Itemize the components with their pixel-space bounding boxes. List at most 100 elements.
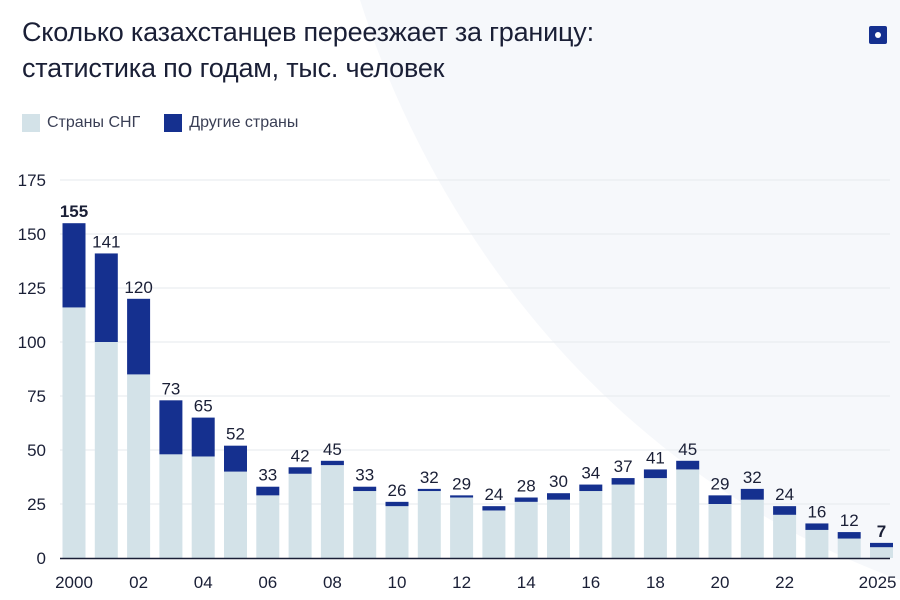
data-label-total: 141 [92,232,120,251]
data-label-total: 41 [646,448,665,467]
brand-logo-icon [869,26,887,44]
bar-cis [62,307,86,558]
bar-other [320,460,344,466]
bar-other [417,488,441,492]
legend-item-other: Другие страны [164,114,298,132]
x-tick-label: 06 [258,573,277,592]
bar-cis [482,510,506,558]
data-label-total: 73 [161,379,180,398]
x-tick-label: 2025 [859,573,897,592]
data-label-total: 34 [581,464,600,483]
bar-cis [385,506,409,558]
bar-other [514,497,538,502]
data-label-total: 52 [226,425,245,444]
x-tick-label: 04 [194,573,213,592]
bar-other [94,253,118,342]
x-tick-label: 22 [775,573,794,592]
legend-item-cis: Страны СНГ [22,114,140,132]
bar-cis [805,529,829,558]
bar-other [547,493,570,500]
bar-other [773,506,797,515]
x-tick-label: 2000 [55,573,93,592]
bar-cis [708,504,732,558]
legend-label-cis: Страны СНГ [47,114,141,131]
x-tick-label: 12 [452,573,471,592]
bar-cis [320,465,344,558]
data-label-total: 29 [452,474,471,493]
x-tick-label: 10 [388,573,407,592]
data-label-total: 24 [775,485,794,504]
bar-other [708,495,732,504]
data-label-total: 33 [258,466,277,485]
data-label-total: 45 [678,440,697,459]
x-tick-label: 16 [581,573,600,592]
legend-swatch-other [164,114,183,132]
legend-label-other: Другие страны [189,114,299,131]
data-label-total: 155 [60,202,88,221]
data-label-total: 42 [291,446,310,465]
bar-cis [643,478,667,558]
data-label-total: 32 [743,468,762,487]
data-label-total: 120 [124,278,152,297]
bar-other [643,469,667,479]
bar-other [224,445,247,472]
bar-other [676,460,700,470]
bar-cis [353,491,377,558]
bar-other [805,523,829,530]
x-tick-label: 08 [323,573,342,592]
bar-cis [256,495,280,558]
y-tick-label: 0 [37,549,46,568]
title-line-1: Сколько казахстанцев переезжает за грани… [22,17,594,47]
bar-other [385,501,409,507]
bar-cis [224,471,247,558]
bar-other [579,484,603,492]
legend: Страны СНГ Другие страны [22,114,322,132]
bar-other [870,542,893,548]
data-label-total: 45 [323,440,342,459]
bar-other [127,298,151,375]
data-label-total: 24 [484,485,503,504]
y-tick-label: 100 [18,333,46,352]
data-label-total: 12 [840,511,859,530]
data-label-total: 33 [355,466,374,485]
bar-cis [870,547,893,558]
bar-cis [773,514,797,558]
bar-other [482,506,506,511]
data-label-total: 37 [614,457,633,476]
bar-other [256,486,280,496]
bar-cis [740,499,764,558]
bar-cis [547,499,570,558]
y-tick-label: 125 [18,279,46,298]
bar-cis [514,501,538,558]
data-label-total: 30 [549,472,568,491]
y-tick-label: 50 [27,441,46,460]
y-tick-label: 75 [27,387,46,406]
chart-title: Сколько казахстанцев переезжает за грани… [22,14,782,86]
y-tick-label: 25 [27,495,46,514]
bar-other [159,400,183,455]
x-tick-label: 18 [646,573,665,592]
bar-other [353,486,377,492]
bar-cis [191,456,215,558]
bar-cis [159,454,183,558]
bar-other [740,488,764,500]
bar-cis [579,491,603,558]
x-tick-label: 20 [711,573,730,592]
y-tick-label: 175 [18,171,46,190]
bar-cis [611,484,635,558]
bar-cis [288,473,312,558]
data-label-total: 7 [877,522,886,541]
bar-cis [417,491,441,558]
x-tick-label: 14 [517,573,536,592]
data-label-total: 65 [194,397,213,416]
bar-cis [676,469,700,558]
data-label-total: 28 [517,477,536,496]
data-label-total: 16 [807,502,826,521]
bar-cis [837,538,861,558]
data-label-total: 32 [420,468,439,487]
bar-other [62,223,86,308]
legend-swatch-cis [22,114,40,132]
bar-other [611,478,635,485]
bar-cis [127,374,151,558]
